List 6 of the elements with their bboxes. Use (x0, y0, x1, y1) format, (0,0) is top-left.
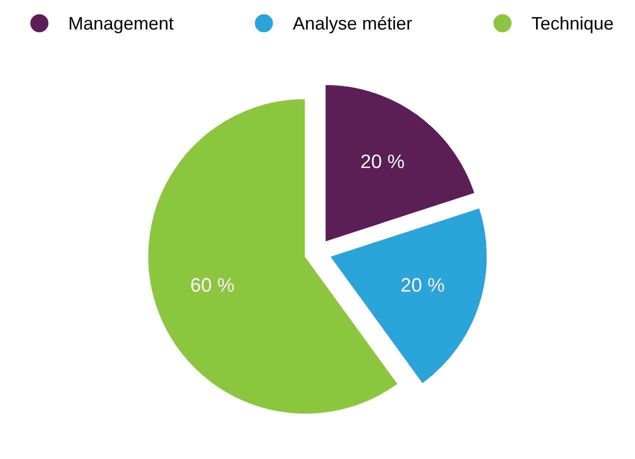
data-label: 20 % (361, 154, 404, 168)
data-label: 60 % (191, 278, 234, 292)
data-label: 20 % (401, 278, 444, 292)
legend-label: Management (70, 17, 174, 34)
legend-label: Analyse métier (292, 16, 412, 34)
legend-label: Technique (532, 16, 613, 34)
